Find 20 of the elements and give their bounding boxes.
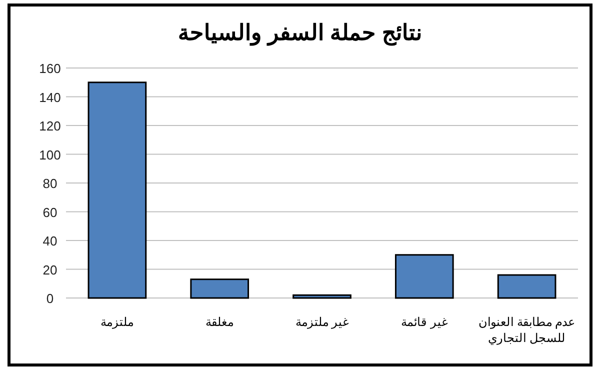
x-tick-label: مغلقة — [204, 314, 235, 330]
x-tick-label: غير ملتزمة — [294, 314, 350, 330]
y-tick-label: 0 — [46, 291, 54, 306]
y-tick-label: 160 — [39, 61, 61, 76]
y-tick-label: 120 — [39, 118, 61, 134]
bar — [497, 274, 556, 299]
chart-title: نتائج حملة السفر والسياحة — [178, 20, 422, 46]
bar — [292, 294, 352, 299]
x-tick-label: عدم مطابقة العنوان للسجل التجاري — [478, 314, 576, 346]
y-tick-label: 40 — [42, 234, 58, 248]
bar — [394, 254, 454, 299]
x-tick-label: غير قائمة — [400, 314, 449, 330]
y-tick-label: 60 — [42, 204, 58, 220]
y-tick-label: 140 — [39, 90, 61, 105]
y-tick-label: 20 — [42, 262, 58, 278]
bar — [88, 82, 147, 299]
x-tick-label: ملتزمة — [100, 314, 135, 330]
y-tick-label: 100 — [39, 147, 61, 162]
y-tick-label: 80 — [42, 176, 58, 191]
bar — [190, 278, 250, 299]
